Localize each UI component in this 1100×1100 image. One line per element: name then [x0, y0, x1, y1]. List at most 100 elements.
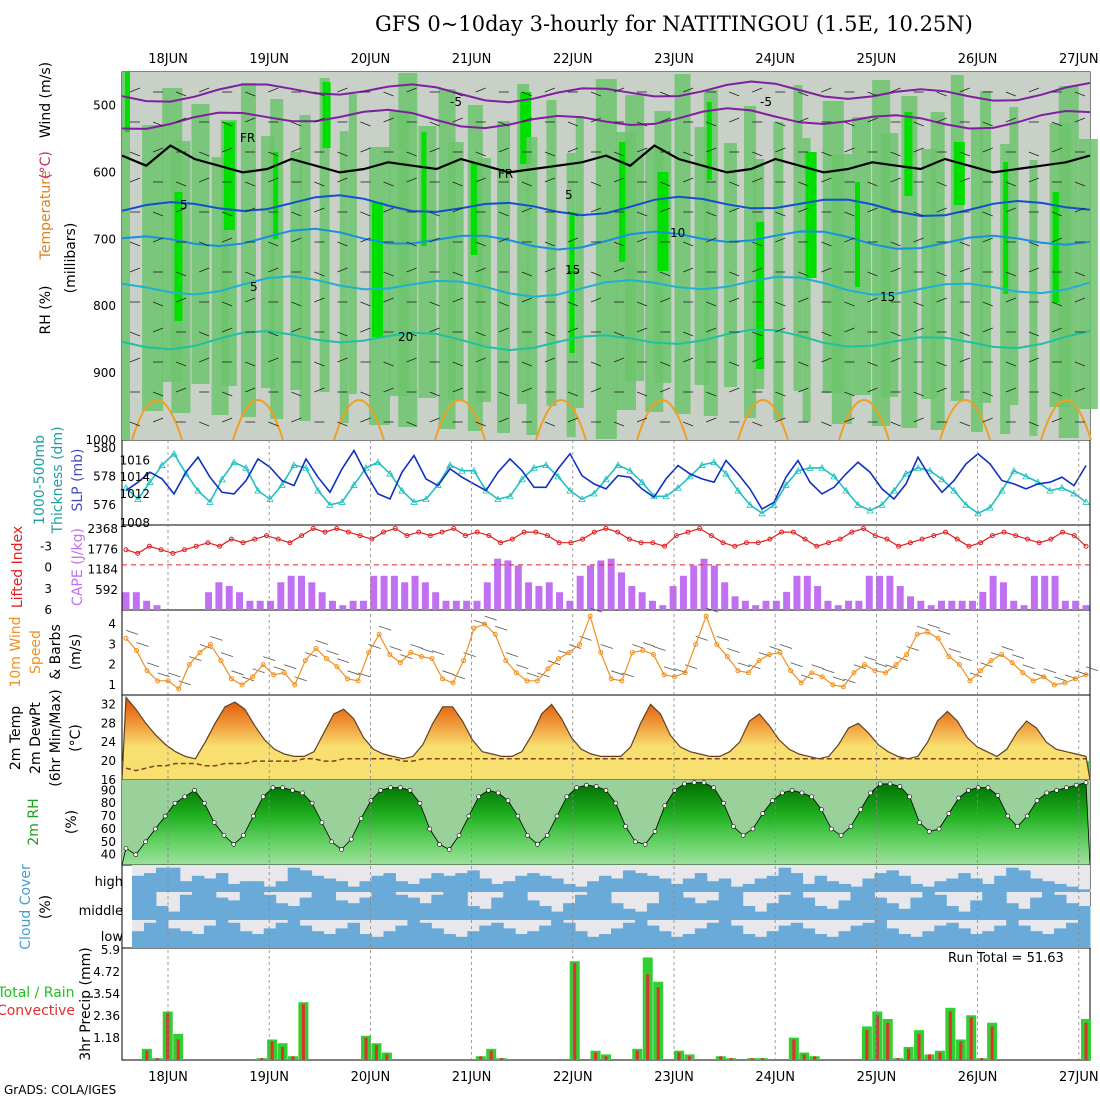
- wind-barb: [452, 674, 466, 680]
- rh-point: [495, 790, 501, 796]
- wind-barb: [1028, 421, 1040, 427]
- cloud-high-bar: [994, 875, 1007, 892]
- wind-barb: [406, 87, 417, 93]
- wind-barb: [337, 87, 348, 93]
- lifted-point: [673, 533, 679, 539]
- wind-barb: [613, 241, 625, 247]
- thickness-point: [398, 486, 406, 494]
- cloud-unit-label: (%): [38, 895, 54, 919]
- cloud-high-bar: [239, 881, 253, 892]
- precip-tick-label: 3.54: [93, 987, 120, 1001]
- rh-point: [260, 794, 266, 800]
- rh-point: [946, 811, 952, 816]
- cloud-high-bar: [551, 878, 564, 892]
- wind-barb: [314, 387, 325, 393]
- cape-bar: [267, 600, 275, 610]
- wind-barb: [521, 207, 532, 213]
- precip-convective-bar: [301, 1004, 305, 1060]
- wind-barb: [613, 87, 625, 93]
- precip-convective-bar: [990, 1026, 994, 1060]
- wind-barb: [452, 297, 463, 303]
- cloud-middle-bar: [263, 894, 277, 920]
- wind-barb: [567, 237, 579, 243]
- wind-barb: [727, 648, 740, 653]
- minmax-label: (6hr Min/Max): [48, 689, 64, 786]
- cape-bar: [917, 600, 925, 610]
- wind-label: 10m Wind: [8, 616, 24, 687]
- precip-convective-bar: [959, 1041, 963, 1060]
- rh-point: [1024, 813, 1030, 819]
- cloud-low-bar: [886, 928, 899, 948]
- cloud-middle-bar: [491, 897, 504, 920]
- slp-line: [125, 448, 1087, 511]
- wind-barb: [314, 271, 325, 277]
- cape-bar: [783, 591, 791, 610]
- wind-barb: [406, 177, 417, 183]
- cloud-high-bar: [982, 883, 995, 892]
- wind-barb: [706, 147, 717, 153]
- day-label-top: 19JUN: [249, 52, 289, 67]
- wind-barb: [268, 267, 279, 273]
- wind-barb: [636, 391, 648, 397]
- rh-point: [868, 790, 873, 796]
- lifted-point: [767, 536, 773, 542]
- wind-barb: [383, 361, 394, 367]
- thickness-point: [878, 500, 886, 508]
- wind-point: [956, 662, 962, 668]
- cloud-high-bar: [203, 878, 217, 892]
- contour-value-label: 5: [565, 188, 573, 202]
- rh-point: [760, 811, 766, 816]
- wind-barb: [360, 237, 371, 243]
- rh-band: [773, 122, 784, 420]
- wind-barb: [129, 267, 141, 273]
- wind-barb: [821, 177, 832, 183]
- rh-point: [476, 794, 481, 800]
- wind-barb: [729, 361, 740, 367]
- wind-barb: [1051, 417, 1063, 423]
- cloud-middle-bar: [251, 892, 265, 920]
- wind-barb: [600, 644, 613, 649]
- wind-point: [492, 631, 498, 637]
- precip-convective-bar: [677, 1052, 681, 1060]
- cape-bar: [277, 582, 285, 610]
- cloud-high-bar: [682, 878, 696, 892]
- cloud-high-bar: [611, 878, 624, 892]
- cape-bar: [143, 600, 151, 610]
- cloud-high-bar: [455, 873, 468, 892]
- wind-barb: [1005, 207, 1016, 213]
- precip-convective-bar: [886, 1022, 890, 1060]
- rh2m-label: 2m RH: [26, 798, 42, 845]
- wind-barb: [429, 211, 440, 217]
- cloud-high-bar: [395, 881, 408, 892]
- wind-barb: [220, 652, 234, 657]
- cloud-high-bar: [347, 886, 361, 892]
- wind-point: [334, 664, 340, 670]
- thickness-tick-label: 580: [93, 441, 116, 455]
- wind-barb: [1028, 331, 1040, 337]
- rh-band: [526, 137, 538, 435]
- dewpoint-line: [125, 758, 1086, 772]
- rh-point: [1083, 780, 1089, 785]
- wind-barb: [775, 327, 786, 333]
- cloud-low-bar: [742, 934, 756, 948]
- wind-barb: [752, 267, 763, 273]
- wind-barb: [268, 331, 279, 337]
- wind-barb: [867, 207, 878, 213]
- cloud-low-bar: [898, 934, 911, 948]
- rh-band: [142, 125, 164, 411]
- cape-bar: [205, 592, 213, 610]
- cloud-middle-bar: [539, 906, 552, 920]
- cape-bar: [700, 558, 708, 610]
- wind-barb: [314, 91, 325, 97]
- wind-barb: [421, 648, 434, 653]
- temp-tick-label: 16: [101, 773, 116, 787]
- rh-point: [319, 820, 325, 825]
- cloud-high-bar: [431, 873, 444, 892]
- wind-barb: [752, 357, 763, 363]
- wind-barb: [273, 666, 286, 672]
- rh-high-band: [322, 82, 331, 148]
- wind-barb: [1051, 211, 1063, 217]
- wind-point: [313, 645, 319, 651]
- day-label-bottom: 20JUN: [351, 1070, 391, 1085]
- wind-point: [946, 654, 952, 660]
